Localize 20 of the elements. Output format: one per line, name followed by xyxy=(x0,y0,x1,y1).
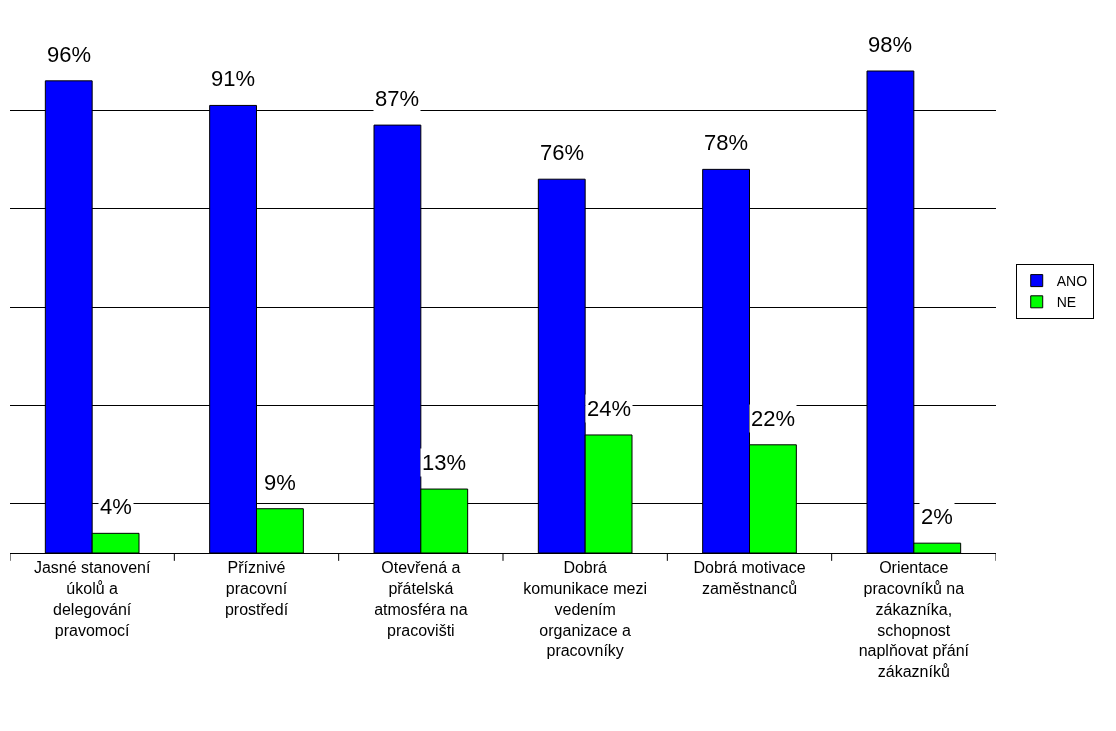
data-label: 78% xyxy=(704,130,749,155)
x-tick-label: Dobrá komunikace mezi vedením organizace a pracovníky xyxy=(523,559,647,660)
data-label: 98% xyxy=(868,32,913,57)
legend-label: NE xyxy=(1056,294,1077,311)
x-tick-label: Otevřená a přátelská atmosféra na pracovišti xyxy=(374,559,468,639)
x-tick-label: Příznivé pracovní prostředí xyxy=(224,559,289,618)
data-label: 9% xyxy=(264,470,296,495)
data-label: 13% xyxy=(422,450,467,475)
data-label: 96% xyxy=(47,42,92,67)
x-tick-label: Jasné stanovení úkolů a delegování pravomocí xyxy=(33,559,151,639)
data-label: 2% xyxy=(921,504,953,529)
legend-label: ANO xyxy=(1056,273,1088,290)
data-label: 24% xyxy=(587,396,632,421)
x-tick-label: Orientace pracovníků na zákazníka, schopnost naplňovat přání zákazníků xyxy=(858,559,970,681)
data-label: 76% xyxy=(540,140,585,165)
x-tick-label: Dobrá motivace zaměstnanců xyxy=(693,559,806,597)
data-label: 22% xyxy=(751,406,796,431)
data-label: 91% xyxy=(211,66,256,91)
data-label: 87% xyxy=(375,86,420,111)
data-label: 4% xyxy=(100,494,132,519)
